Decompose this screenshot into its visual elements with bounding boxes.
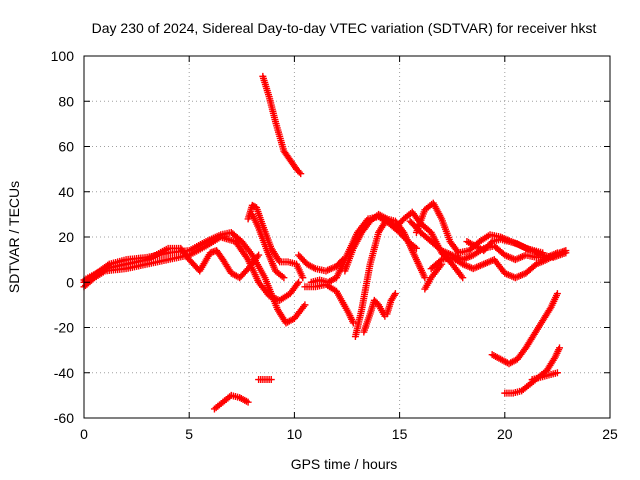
data-marker-track-1 bbox=[295, 278, 303, 286]
axis-ticks: 0 5 10 15 20 25 -60 -40 -20 0 20 40 60 80 100 bbox=[51, 48, 618, 442]
data-marker-track-6 bbox=[297, 170, 305, 178]
x-tick-label: 25 bbox=[602, 426, 618, 442]
data-marker-track-22 bbox=[556, 344, 564, 352]
data-marker-track-18 bbox=[562, 247, 570, 255]
data-marker-track-20 bbox=[539, 249, 547, 257]
data-marker-track-1 bbox=[293, 280, 301, 288]
data-marker-track-21 bbox=[553, 290, 561, 298]
x-tick-label: 5 bbox=[185, 426, 193, 442]
x-axis-label: GPS time / hours bbox=[291, 456, 398, 472]
data-marker-track-20 bbox=[487, 239, 495, 247]
data-marker-track-2 bbox=[301, 301, 309, 309]
x-tick-label: 0 bbox=[80, 426, 88, 442]
x-tick-label: 15 bbox=[392, 426, 408, 442]
data-marker-track-13 bbox=[421, 274, 429, 282]
data-marker-track-6 bbox=[295, 168, 303, 176]
y-tick-label: 100 bbox=[51, 48, 75, 64]
data-marker-track-15 bbox=[391, 290, 399, 298]
y-tick-label: 60 bbox=[58, 139, 74, 155]
x-tick-label: 10 bbox=[287, 426, 303, 442]
data-marker-track-8 bbox=[267, 376, 275, 384]
data-markers bbox=[80, 72, 570, 413]
data-marker-track-4 bbox=[299, 274, 307, 282]
data-marker-track-5 bbox=[280, 274, 288, 282]
y-tick-label: 20 bbox=[58, 229, 74, 245]
y-tick-label: -40 bbox=[54, 365, 74, 381]
y-axis-label: SDTVAR / TECUs bbox=[6, 181, 22, 293]
data-marker-track-10 bbox=[349, 319, 357, 327]
y-tick-label: -60 bbox=[54, 410, 74, 426]
data-marker-track-19 bbox=[438, 260, 446, 268]
y-tick-label: 40 bbox=[58, 184, 74, 200]
data-marker-track-7 bbox=[244, 398, 252, 406]
data-marker-track-3 bbox=[255, 251, 263, 259]
x-tick-label: 20 bbox=[497, 426, 513, 442]
data-marker-track-23 bbox=[553, 369, 561, 377]
y-tick-label: 80 bbox=[58, 93, 74, 109]
data-marker-track-12 bbox=[459, 274, 467, 282]
y-tick-label: -20 bbox=[54, 320, 74, 336]
chart-title: Day 230 of 2024, Sidereal Day-to-day VTE… bbox=[92, 20, 597, 36]
y-tick-label: 0 bbox=[66, 274, 74, 290]
data-marker-track-16 bbox=[453, 247, 461, 255]
